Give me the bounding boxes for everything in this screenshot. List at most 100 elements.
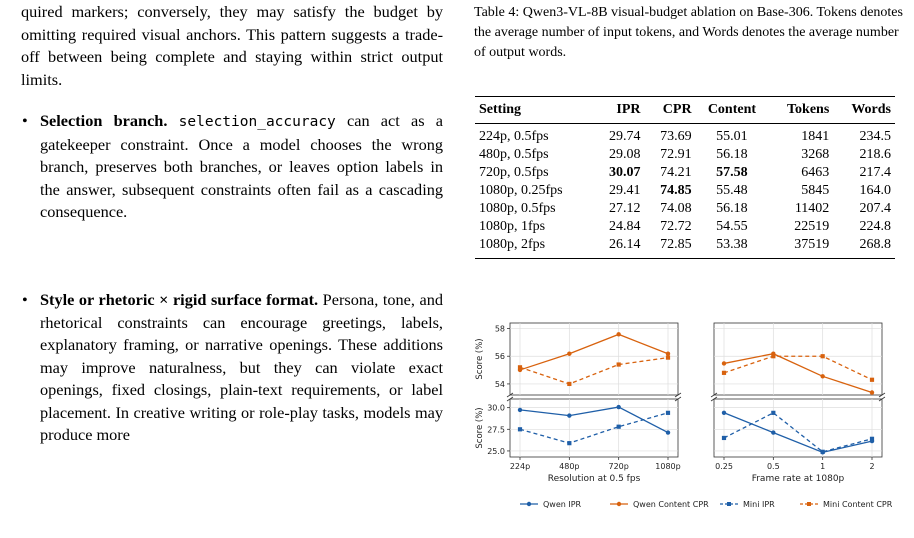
inline-code: selection_accuracy [178, 114, 336, 130]
legend-label: Qwen Content CPR [633, 500, 709, 509]
table-row: 720p, 0.5fps 30.07 74.21 57.58 6463 217.4 [475, 164, 895, 182]
axis-break-mark [710, 392, 718, 398]
table-cell: 24.84 [609, 219, 641, 234]
column-header: Content [695, 96, 769, 124]
legend-marker [727, 502, 731, 506]
table-header-row: Setting IPR CPR Content Tokens Words [475, 96, 895, 124]
table-cell: 164.0 [859, 183, 892, 198]
bullet-dot: • [22, 111, 28, 130]
y-tick-label: 58 [495, 325, 505, 334]
series-point [517, 407, 523, 413]
x-axis-label: Resolution at 0.5 fps [548, 474, 641, 484]
column-header: Setting [475, 96, 594, 124]
series-point [771, 430, 776, 435]
table-cell: 234.5 [859, 129, 892, 144]
x-tick-label: 1 [820, 462, 825, 471]
series-line [519, 333, 669, 371]
chart-legend: Qwen IPR Qwen Content CPR Mini IPR Mini Con… [520, 500, 893, 509]
series-point [665, 351, 671, 356]
axis-break-mark [878, 392, 886, 398]
series-point [869, 436, 875, 441]
y-axis-label: Score (%) [475, 407, 485, 448]
series-point [567, 413, 572, 418]
column-header: CPR [644, 96, 696, 124]
table-cell: 37519 [768, 236, 834, 259]
axis-break-mark [674, 392, 682, 398]
table-cell: 26.14 [593, 236, 645, 259]
legend-marker [616, 501, 622, 507]
table-cell: 1841 [801, 129, 830, 144]
series-line [723, 412, 873, 454]
chart-panel-framerate: 0.25 0.5 1 2 Frame rate at 1080p [710, 322, 886, 484]
legend-marker [807, 502, 811, 506]
series-line [519, 356, 669, 385]
series-point [820, 354, 825, 359]
column-header: Tokens [768, 96, 834, 124]
bullet-body: Persona, tone, and rhetorical constraint… [40, 290, 443, 444]
table-cell: 54.55 [716, 219, 748, 234]
series-point [820, 449, 825, 454]
table-cell: 5845 [801, 183, 830, 198]
table-cell: 74.85 [660, 183, 692, 198]
table-cell: 29.08 [609, 147, 641, 162]
table-cell: 3268 [801, 147, 830, 162]
ablation-table: Setting IPR CPR Content Tokens Words 224p, 0.… [475, 96, 895, 259]
y-axis-label: Score (%) [475, 338, 485, 379]
bullet-title: Selection branch. [40, 111, 168, 130]
axis-break-mark [710, 396, 718, 402]
table-cell: 73.69 [660, 129, 692, 144]
bullet-dot: • [22, 290, 28, 309]
series-point [721, 370, 727, 375]
table-cell: 53.38 [695, 236, 769, 259]
table-cell: 11402 [794, 201, 830, 216]
table-cell: 56.18 [716, 147, 748, 162]
bullet-text: Style or rhetoric × rigid surface format… [40, 289, 443, 447]
table-cell: 720p, 0.5fps [479, 165, 549, 180]
table-caption: Table 4: Qwen3-VL-8B visual-budget ablat… [474, 5, 903, 60]
bullet-body: can act as a gatekeeper constraint. Once… [40, 111, 443, 221]
column-header: Words [833, 96, 895, 124]
table-cell: 217.4 [859, 165, 892, 180]
table-cell: 1080p, 0.25fps [479, 183, 563, 198]
table-cell: 29.74 [609, 129, 641, 144]
table-cell: 224.8 [859, 219, 892, 234]
x-tick-label: 224p [510, 462, 530, 471]
y-tick-label: 30.0 [487, 404, 505, 413]
series-line [723, 353, 873, 394]
series-line [519, 406, 669, 434]
table-cell: 74.08 [660, 201, 692, 216]
upper-axes-frame [713, 322, 883, 396]
table-row: 1080p, 1fps 24.84 72.72 54.55 22519 224.8 [475, 218, 895, 236]
table-cell: 268.8 [833, 236, 895, 259]
table-cell: 6463 [801, 165, 830, 180]
series-line [723, 412, 873, 453]
lower-axes-frame [713, 398, 883, 458]
continuation-paragraph: quired markers; conversely, they may sat… [21, 2, 443, 89]
table-cell: 55.48 [716, 183, 748, 198]
table-cell: 1080p, 1fps [479, 219, 546, 234]
table-cell: 29.41 [609, 183, 641, 198]
series-point [567, 441, 572, 446]
axis-break-mark [878, 396, 886, 402]
series-point [665, 355, 671, 360]
series-point [567, 381, 572, 387]
x-tick-label: 0.25 [715, 462, 733, 471]
y-tick-label: 25.0 [487, 447, 505, 456]
y-tick-label: 27.5 [487, 425, 505, 434]
x-tick-label: 0.5 [767, 462, 780, 471]
x-tick-label: 720p [608, 462, 628, 471]
legend-label: Mini Content CPR [823, 500, 893, 509]
table-cell: 30.07 [609, 165, 641, 180]
table-row: 224p, 0.5fps 29.74 73.69 55.01 1841 234.5 [475, 124, 895, 147]
axis-break-mark [506, 392, 514, 398]
series-point [665, 430, 671, 435]
series-point [616, 362, 621, 367]
series-line [519, 412, 669, 444]
column-header: IPR [593, 96, 645, 124]
y-tick-label: 54 [495, 380, 505, 389]
table-cell: 207.4 [859, 201, 892, 216]
series-point [820, 374, 825, 379]
table-cell: 27.12 [609, 201, 641, 216]
series-point [517, 365, 523, 370]
table-cell: 72.72 [660, 219, 692, 234]
